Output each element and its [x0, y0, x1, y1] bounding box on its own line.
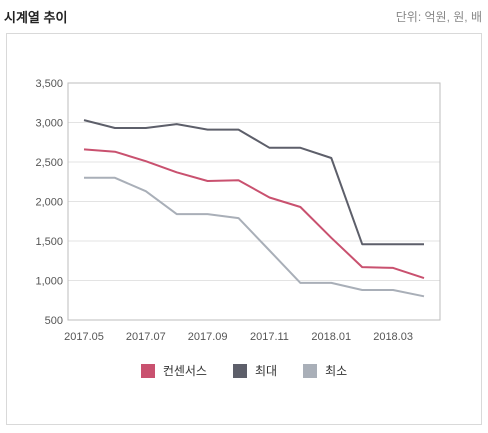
- x-tick-label: 2017.09: [188, 331, 228, 343]
- legend-label: 컨센서스: [162, 364, 207, 378]
- series-line-1: [83, 148, 425, 280]
- x-tick-label: 2017.05: [64, 331, 104, 343]
- y-tick-label: 1,000: [35, 276, 63, 288]
- y-tick-label: 2,000: [35, 197, 63, 209]
- x-tick-label: 2017.07: [126, 331, 166, 343]
- x-tick-label: 2018.03: [373, 331, 413, 343]
- legend-swatch: [303, 363, 318, 378]
- plot-area-frame: [67, 82, 441, 321]
- series-line-3: [84, 176, 425, 298]
- legend-item-3: 최소: [303, 362, 347, 379]
- chart-section-title: 시계열 추이: [4, 10, 68, 25]
- y-tick-label: 2,500: [35, 157, 63, 169]
- unit-label: 단위: 억원, 원, 배: [395, 10, 482, 24]
- legend-label: 최대: [254, 364, 278, 378]
- legend-swatch: [140, 363, 155, 378]
- chart-legend: 컨센서스 최대 최소: [0, 362, 488, 379]
- y-tick-label: 3,000: [35, 118, 63, 130]
- y-tick-label: 500: [45, 315, 63, 327]
- y-tick-label: 3,500: [35, 78, 63, 90]
- legend-item-1: 컨센서스: [140, 362, 207, 379]
- y-tick-label: 1,500: [35, 236, 63, 248]
- x-tick-label: 2018.01: [311, 331, 351, 343]
- legend-swatch: [232, 363, 247, 378]
- legend-label: 최소: [325, 364, 348, 378]
- chart-header: 시계열 추이 단위: 억원, 원, 배: [0, 0, 488, 34]
- chart-container: [6, 33, 482, 425]
- x-tick-label: 2017.11: [250, 331, 289, 343]
- series-line-2: [83, 119, 424, 246]
- legend-item-2: 최대: [232, 362, 278, 379]
